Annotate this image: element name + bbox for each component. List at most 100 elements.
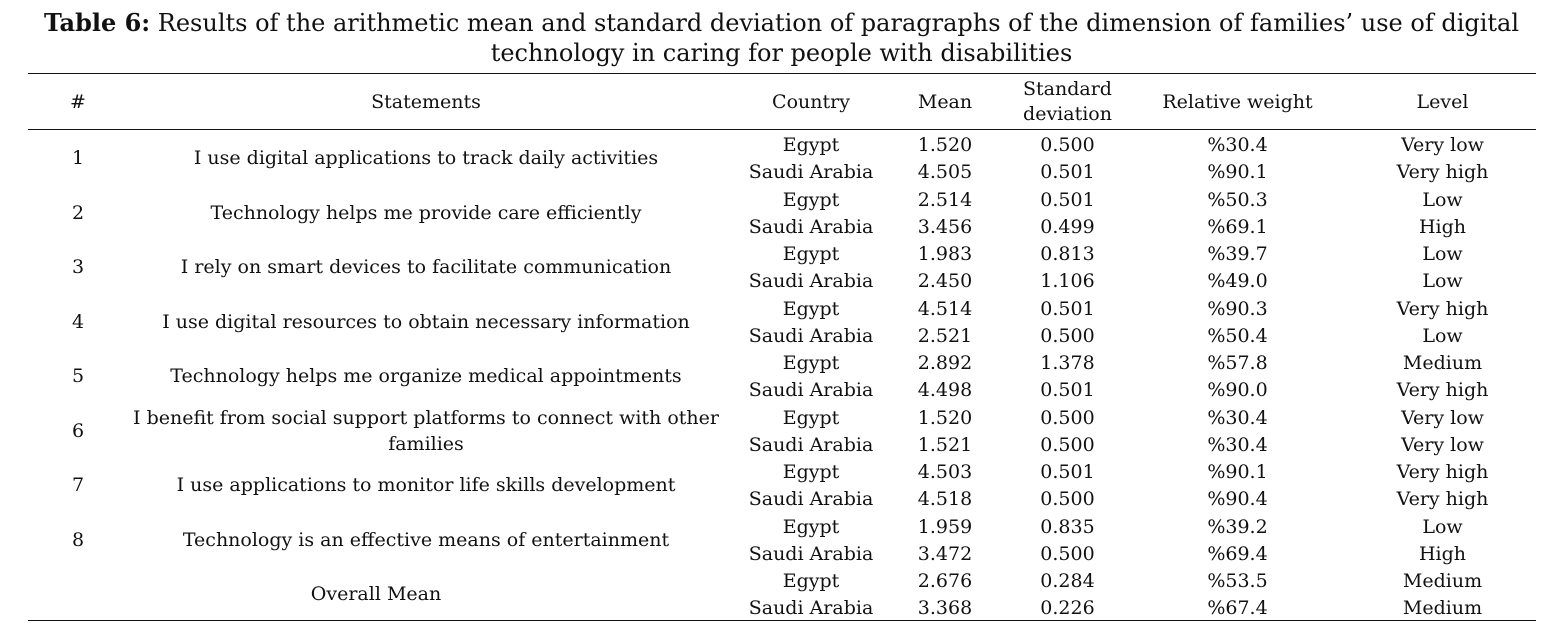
mean-egypt: 4.514 [917, 297, 973, 320]
sd-saudi: 1.106 [1040, 270, 1095, 292]
row-statement: I use digital applications to track dail… [193, 147, 659, 170]
country-saudi: Saudi Arabia [748, 542, 874, 565]
level-egypt: Low [1422, 515, 1463, 538]
relative-weight-saudi: %69.4 [1207, 542, 1268, 565]
relative-weight-saudi: %50.4 [1207, 324, 1268, 347]
country-saudi: Saudi Arabia [748, 488, 874, 510]
row-number: 8 [71, 528, 85, 551]
level-saudi: Low [1422, 270, 1463, 292]
row-number: 4 [71, 310, 85, 333]
mean-saudi: 1.521 [917, 433, 973, 456]
table-bottom-rule [28, 620, 1536, 621]
relative-weight-egypt: %50.3 [1207, 188, 1268, 211]
sd-egypt: 0.835 [1040, 515, 1095, 538]
table-header-rule [28, 129, 1536, 130]
level-egypt: Very high [1396, 461, 1489, 483]
country-saudi: Saudi Arabia [748, 379, 874, 401]
header-number: # [70, 90, 86, 113]
header-statements: Statements [371, 90, 481, 113]
mean-saudi: 4.518 [917, 488, 973, 510]
country-saudi: Saudi Arabia [748, 324, 874, 347]
relative-weight-egypt: %39.7 [1207, 243, 1268, 265]
sd-saudi: 0.499 [1040, 215, 1095, 238]
level-egypt: Very high [1396, 297, 1489, 320]
level-saudi: High [1418, 215, 1467, 238]
header-level: Level [1416, 90, 1469, 113]
level-egypt: Low [1422, 243, 1463, 265]
country-saudi: Saudi Arabia [748, 433, 874, 456]
level-saudi: Medium [1402, 597, 1483, 619]
country-egypt: Egypt [782, 188, 840, 211]
country-saudi: Saudi Arabia [748, 270, 874, 292]
country-egypt: Egypt [782, 134, 840, 156]
sd-egypt: 0.500 [1040, 134, 1095, 156]
relative-weight-saudi: %30.4 [1207, 433, 1268, 456]
relative-weight-egypt: %53.5 [1207, 570, 1268, 592]
relative-weight-saudi: %90.0 [1207, 379, 1268, 401]
row-number [28, 567, 128, 622]
level-saudi: Low [1422, 324, 1463, 347]
relative-weight-egypt: %90.3 [1207, 297, 1268, 320]
level-egypt: Medium [1402, 352, 1483, 374]
country-saudi: Saudi Arabia [748, 215, 874, 238]
mean-egypt: 2.676 [917, 570, 973, 592]
country-saudi: Saudi Arabia [748, 161, 874, 183]
relative-weight-saudi: %90.4 [1207, 488, 1268, 510]
level-egypt: Medium [1402, 570, 1483, 592]
country-saudi: Saudi Arabia [748, 597, 874, 619]
sd-saudi: 0.501 [1040, 161, 1095, 183]
mean-saudi: 4.505 [917, 161, 973, 183]
mean-egypt: 4.503 [917, 461, 973, 483]
level-egypt: Very low [1401, 406, 1484, 429]
level-saudi: Very high [1396, 488, 1489, 510]
mean-saudi: 3.456 [917, 215, 973, 238]
row-statement: Technology is an effective means of ente… [182, 528, 670, 551]
sd-egypt: 0.501 [1040, 297, 1095, 320]
mean-egypt: 2.892 [917, 352, 973, 374]
sd-saudi: 0.500 [1040, 542, 1095, 565]
header-country: Country [772, 90, 850, 113]
mean-saudi: 4.498 [917, 379, 973, 401]
country-egypt: Egypt [782, 243, 840, 265]
row-number: 1 [71, 147, 85, 170]
table-caption-text: Results of the arithmetic mean and stand… [150, 9, 1520, 67]
sd-egypt: 1.378 [1040, 352, 1095, 374]
sd-egypt: 0.501 [1040, 188, 1095, 211]
mean-egypt: 1.520 [917, 134, 973, 156]
table-row-group: 2 Technology helps me provide care effic… [0, 186, 1563, 241]
level-saudi: Very high [1396, 161, 1489, 183]
row-number: 7 [71, 474, 85, 497]
level-saudi: Very low [1401, 433, 1484, 456]
level-egypt: Very low [1401, 134, 1484, 156]
mean-egypt: 1.959 [917, 515, 973, 538]
row-number: 3 [71, 256, 85, 279]
mean-saudi: 2.521 [917, 324, 973, 347]
row-statement: Technology helps me organize medical app… [170, 365, 682, 388]
table-row-group: 7 I use applications to monitor life ski… [0, 458, 1563, 513]
country-egypt: Egypt [782, 515, 840, 538]
relative-weight-saudi: %90.1 [1207, 161, 1268, 183]
table-row-group: 5 Technology helps me organize medical a… [0, 349, 1563, 404]
table-row-group: 6 I benefit from social support platform… [0, 404, 1563, 459]
relative-weight-saudi: %67.4 [1207, 597, 1268, 619]
relative-weight-saudi: %69.1 [1207, 215, 1268, 238]
mean-saudi: 3.472 [917, 542, 973, 565]
mean-egypt: 2.514 [917, 188, 973, 211]
overall-mean-row-group: Overall Mean Egypt 2.676 0.284 %53.5 Med… [0, 567, 1563, 622]
row-number: 2 [71, 201, 85, 224]
level-saudi: High [1418, 542, 1467, 565]
table-row-group: 1 I use digital applications to track da… [0, 131, 1563, 186]
level-saudi: Very high [1396, 379, 1489, 401]
row-statement: Technology helps me provide care efficie… [210, 201, 642, 224]
relative-weight-egypt: %30.4 [1207, 134, 1268, 156]
row-statement: I use digital resources to obtain necess… [162, 310, 690, 333]
sd-egypt: 0.813 [1040, 243, 1095, 265]
country-egypt: Egypt [782, 461, 840, 483]
row-number: 6 [71, 419, 85, 442]
table-caption-label: Table 6: [43, 8, 151, 37]
header-mean: Mean [917, 90, 973, 113]
relative-weight-egypt: %90.1 [1207, 461, 1268, 483]
row-number: 5 [71, 365, 85, 388]
level-egypt: Low [1422, 188, 1463, 211]
relative-weight-egypt: %39.2 [1207, 515, 1268, 538]
